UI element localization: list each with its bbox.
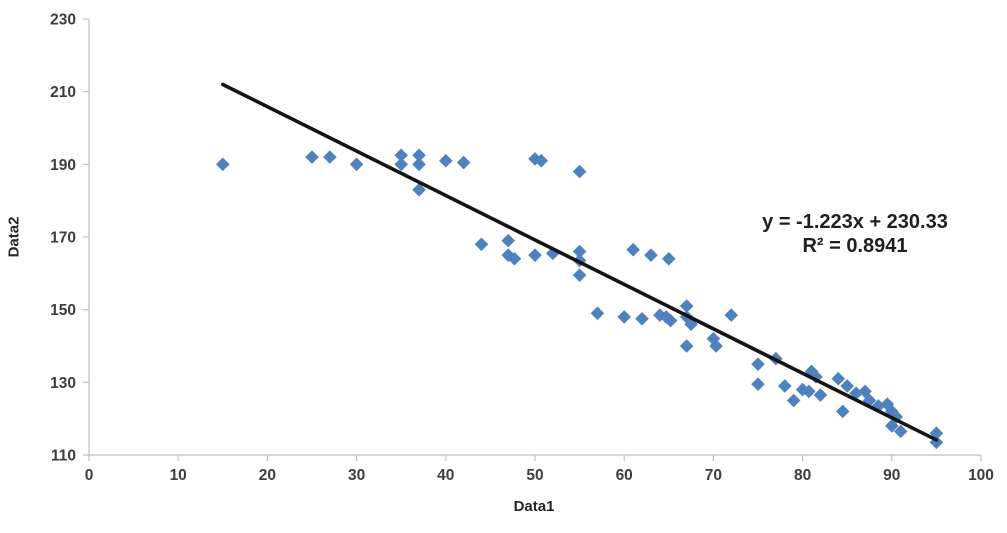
data-point	[679, 299, 694, 313]
y-tick-label: 230	[50, 12, 76, 29]
data-point	[635, 311, 649, 326]
data-point	[507, 252, 522, 266]
data-point	[216, 157, 230, 172]
x-tick-label: 50	[526, 467, 543, 484]
data-point	[663, 313, 678, 328]
y-axis-title: Data2	[5, 216, 23, 258]
data-point	[501, 248, 516, 262]
data-point	[456, 155, 471, 170]
data-point	[394, 157, 408, 172]
data-point	[323, 150, 337, 164]
data-point	[724, 308, 739, 322]
x-tick-label: 60	[616, 467, 633, 484]
data-point	[534, 153, 549, 168]
y-tick-label: 170	[50, 230, 76, 247]
data-point	[572, 164, 587, 179]
data-point	[662, 252, 676, 266]
x-tick-label: 0	[85, 467, 94, 484]
data-point	[684, 317, 698, 331]
data-point	[626, 242, 640, 257]
data-point	[572, 244, 587, 259]
data-point	[858, 384, 872, 399]
data-point	[572, 268, 587, 282]
data-point	[802, 384, 816, 399]
trendline-label: y = -1.223x + 230.33 R² = 0.8941	[762, 211, 948, 258]
data-point	[889, 410, 904, 424]
data-point	[709, 339, 723, 353]
x-tick-label: 30	[348, 467, 365, 484]
data-point	[893, 424, 908, 439]
data-point	[644, 248, 658, 262]
data-point	[474, 237, 489, 252]
data-point	[786, 393, 801, 408]
data-point	[394, 148, 408, 163]
data-point	[439, 153, 453, 168]
data-point	[590, 306, 605, 321]
y-tick-label: 190	[50, 157, 76, 174]
data-point	[412, 182, 426, 197]
data-point	[412, 148, 426, 163]
data-point	[528, 152, 542, 166]
data-point	[885, 419, 899, 433]
data-point	[831, 371, 846, 386]
trendline-equation: y = -1.223x + 230.33	[762, 211, 948, 233]
data-point	[653, 308, 667, 322]
data-point	[617, 310, 631, 324]
data-point	[349, 157, 364, 172]
data-point	[528, 248, 542, 262]
x-axis-title: Data1	[513, 498, 555, 515]
data-point	[840, 379, 854, 393]
trendline-r-squared: R² = 0.8941	[802, 234, 908, 257]
data-point	[751, 377, 765, 391]
y-tick-label: 110	[51, 448, 76, 465]
data-point	[849, 386, 863, 401]
data-point	[862, 393, 877, 408]
y-tick-label: 150	[50, 302, 76, 319]
data-point	[751, 357, 765, 371]
x-tick-label: 90	[883, 467, 900, 484]
x-tick-label: 100	[968, 467, 994, 484]
data-point	[813, 388, 828, 402]
trendline	[221, 82, 939, 442]
x-tick-label: 80	[794, 467, 811, 484]
x-tick-label: 10	[170, 467, 187, 484]
data-point	[679, 339, 694, 353]
data-point	[305, 150, 319, 164]
data-point	[835, 404, 850, 419]
data-point	[412, 157, 426, 172]
x-tick-label: 20	[259, 467, 276, 484]
y-tick-label: 130	[50, 375, 76, 392]
x-tick-label: 40	[437, 467, 454, 484]
y-tick-label: 210	[50, 84, 76, 101]
data-point	[777, 379, 792, 393]
data-point	[501, 233, 516, 248]
x-tick-label: 70	[705, 467, 722, 484]
